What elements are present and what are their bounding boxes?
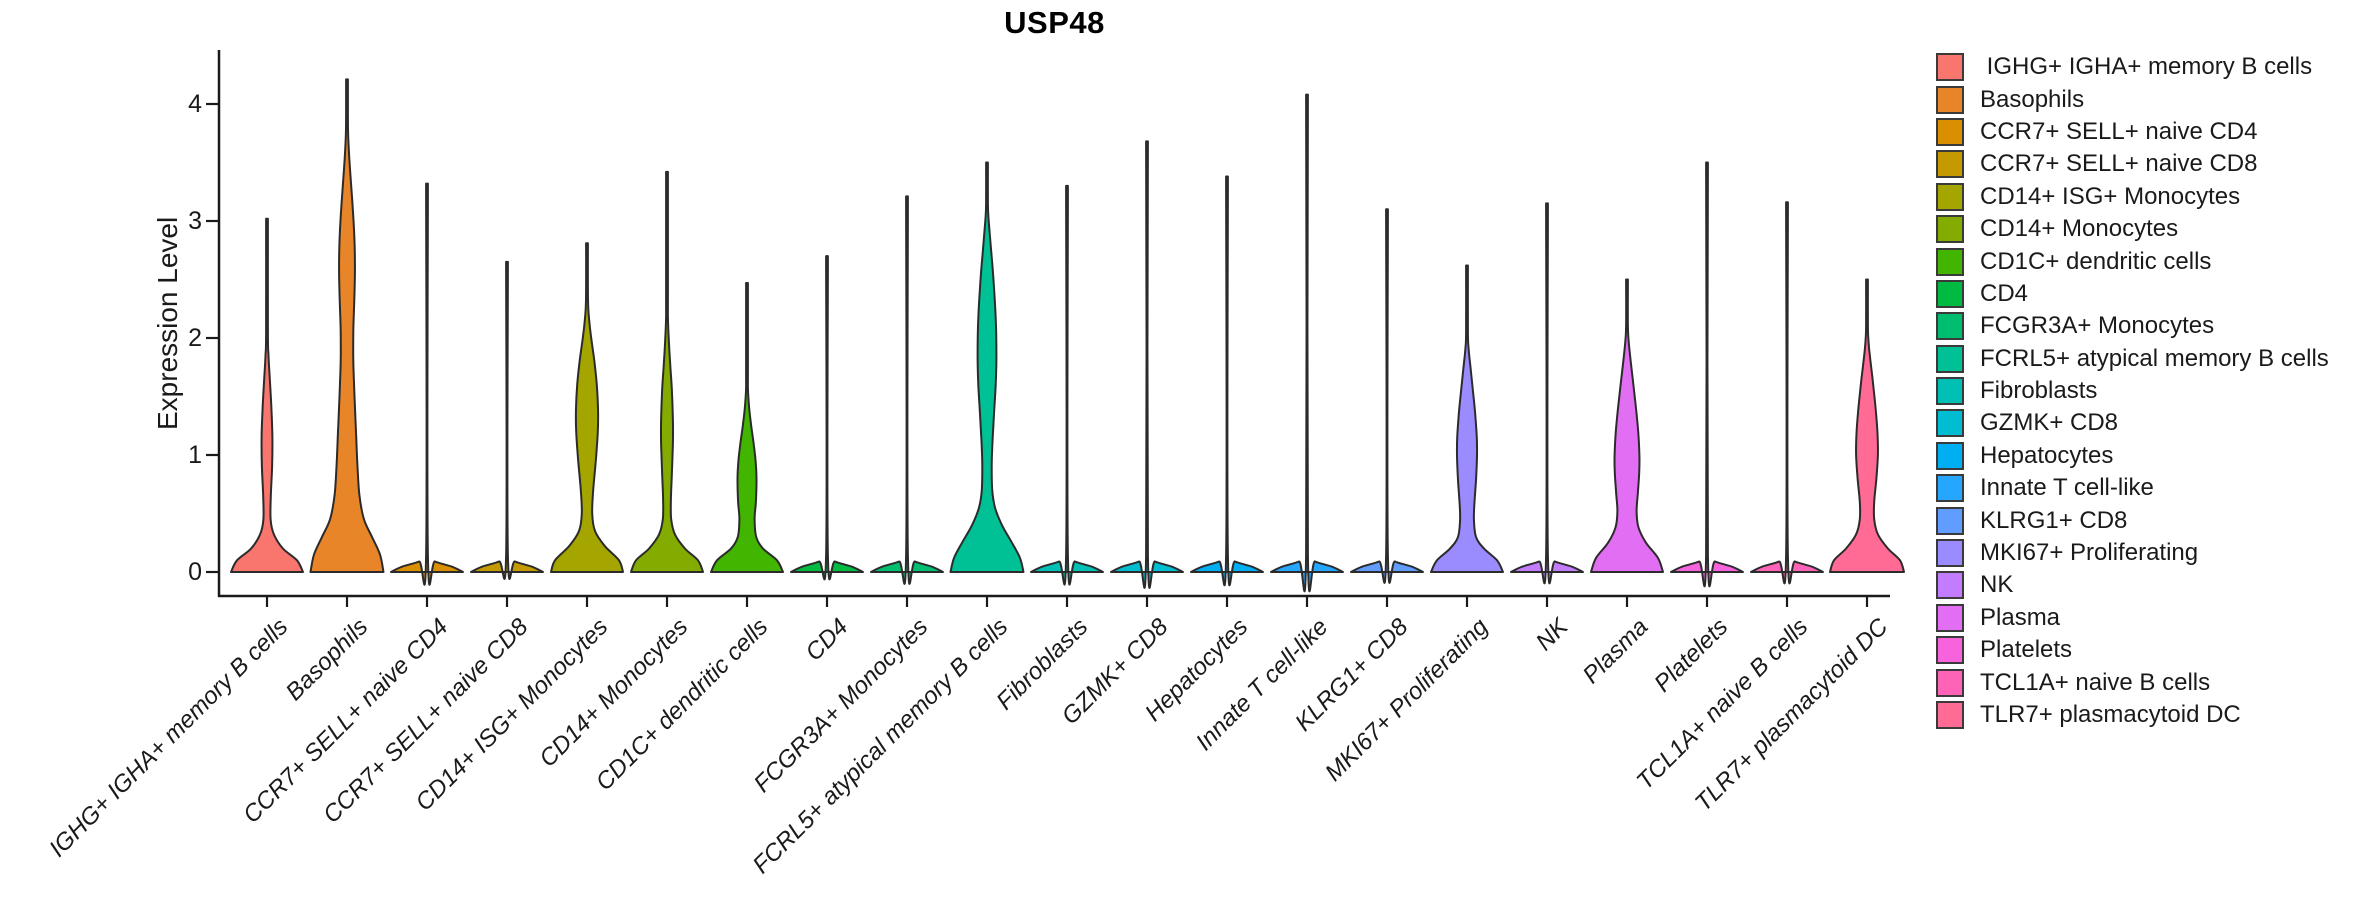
- legend-swatch-icon: [1936, 150, 1964, 179]
- legend-item: Basophils: [1936, 83, 2329, 115]
- legend-label: CCR7+ SELL+ naive CD4: [1980, 117, 2258, 145]
- legend-item: Platelets: [1936, 634, 2329, 666]
- legend-label: CD4: [1980, 279, 2029, 307]
- legend-swatch-icon: [1936, 571, 1964, 600]
- legend-label: FCGR3A+ Monocytes: [1980, 312, 2215, 340]
- legend-label: Fibroblasts: [1980, 377, 2098, 405]
- legend-item: CCR7+ SELL+ naive CD4: [1936, 116, 2329, 148]
- legend-item: Hepatocytes: [1936, 440, 2329, 472]
- violin-20: [1750, 201, 1824, 585]
- legend-label: KLRG1+ CD8: [1980, 506, 2128, 534]
- violin-11: [1030, 184, 1104, 586]
- violin-8: [790, 255, 864, 581]
- violin-21: [1829, 278, 1905, 573]
- legend-swatch-icon: [1936, 117, 1964, 146]
- violin-6: [630, 170, 704, 573]
- violin-7: [710, 282, 784, 573]
- legend-item: Plasma: [1936, 602, 2329, 634]
- legend-item: CD14+ ISG+ Monocytes: [1936, 181, 2329, 213]
- legend-label: Platelets: [1980, 636, 2073, 664]
- violin-3: [390, 182, 464, 586]
- legend-label: Hepatocytes: [1980, 441, 2114, 469]
- legend-swatch-icon: [1936, 85, 1964, 114]
- legend-item: FCGR3A+ Monocytes: [1936, 310, 2329, 342]
- legend: IGHG+ IGHA+ memory B cells Basophils CCR7+…: [1936, 51, 2329, 731]
- violin-19: [1670, 161, 1744, 588]
- legend-swatch-icon: [1936, 506, 1964, 535]
- legend-item: CCR7+ SELL+ naive CD8: [1936, 148, 2329, 180]
- legend-swatch-icon: [1936, 344, 1964, 373]
- legend-item: Innate T cell-like: [1936, 472, 2329, 504]
- legend-item: KLRG1+ CD8: [1936, 504, 2329, 536]
- legend-label: TLR7+ plasmacytoid DC: [1980, 701, 2241, 728]
- legend-swatch-icon: [1936, 247, 1964, 276]
- violin-12: [1110, 140, 1184, 589]
- violin-9: [870, 195, 944, 585]
- legend-swatch-icon: [1936, 603, 1964, 632]
- legend-item: NK: [1936, 569, 2329, 601]
- legend-label: NK: [1980, 571, 2014, 599]
- y-tick-label: 1: [188, 441, 202, 469]
- legend-swatch-icon: [1936, 668, 1964, 697]
- violin-5: [550, 242, 624, 573]
- violin-13: [1190, 175, 1264, 587]
- violin-17: [1510, 202, 1584, 585]
- legend-swatch-icon: [1936, 215, 1964, 244]
- legend-swatch-icon: [1936, 701, 1964, 729]
- legend-label: CD14+ ISG+ Monocytes: [1980, 182, 2241, 210]
- legend-item: FCRL5+ atypical memory B cells: [1936, 343, 2329, 375]
- violin-18: [1590, 278, 1664, 573]
- legend-item: MKI67+ Proliferating: [1936, 537, 2329, 569]
- legend-swatch-icon: [1936, 474, 1964, 503]
- legend-swatch-icon: [1936, 409, 1964, 438]
- legend-label: Basophils: [1980, 85, 2085, 113]
- page-title: USP48: [1004, 5, 1105, 40]
- legend-label: TCL1A+ naive B cells: [1980, 668, 2211, 696]
- legend-label: CCR7+ SELL+ naive CD8: [1980, 150, 2258, 178]
- violin-16: [1430, 264, 1504, 573]
- legend-item: CD14+ Monocytes: [1936, 213, 2329, 245]
- y-tick-label: 3: [188, 207, 202, 235]
- y-tick-label: 0: [188, 558, 202, 586]
- legend-swatch-icon: [1936, 377, 1964, 406]
- legend-swatch-icon: [1936, 441, 1964, 470]
- legend-swatch-icon: [1936, 182, 1964, 211]
- legend-label: IGHG+ IGHA+ memory B cells: [1980, 53, 2313, 81]
- legend-label: CD14+ Monocytes: [1980, 215, 2179, 243]
- legend-label: FCRL5+ atypical memory B cells: [1980, 344, 2329, 372]
- legend-swatch-icon: [1936, 636, 1964, 665]
- legend-label: CD1C+ dendritic cells: [1980, 247, 2212, 275]
- legend-label: Plasma: [1980, 603, 2061, 631]
- legend-swatch-icon: [1936, 279, 1964, 308]
- legend-item: CD1C+ dendritic cells: [1936, 245, 2329, 277]
- violin-2: [309, 78, 385, 573]
- violin-4: [470, 260, 544, 580]
- legend-item: TLR7+ plasmacytoid DC: [1936, 699, 2329, 731]
- violin-1: [230, 217, 304, 573]
- legend-label: MKI67+ Proliferating: [1980, 539, 2199, 567]
- violin-10: [949, 161, 1025, 573]
- legend-item: Fibroblasts: [1936, 375, 2329, 407]
- legend-swatch-icon: [1936, 312, 1964, 341]
- legend-label: GZMK+ CD8: [1980, 409, 2119, 437]
- legend-item: TCL1A+ naive B cells: [1936, 666, 2329, 698]
- legend-swatch-icon: [1936, 539, 1964, 568]
- y-tick-label: 2: [188, 324, 202, 352]
- legend-item: CD4: [1936, 278, 2329, 310]
- y-tick-label: 4: [188, 90, 202, 118]
- legend-swatch-icon: [1936, 53, 1964, 82]
- violin-14: [1270, 93, 1344, 593]
- legend-label: Innate T cell-like: [1980, 474, 2154, 502]
- legend-item: GZMK+ CD8: [1936, 407, 2329, 439]
- violin-15: [1350, 208, 1424, 584]
- legend-item: IGHG+ IGHA+ memory B cells: [1936, 51, 2329, 83]
